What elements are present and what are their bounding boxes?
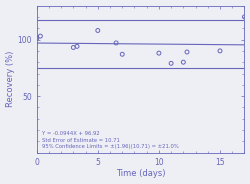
Point (185, 51, 189, 54)
Point (120, 53, 124, 56)
Point (114, 41, 118, 44)
Point (96, 29, 100, 32)
Point (181, 61, 185, 64)
X-axis label: Time (days): Time (days) (116, 169, 165, 178)
Point (246, 40, 250, 43)
Point (218, 49, 222, 52)
Point (35, 37, 39, 40)
Point (157, 52, 161, 55)
Point (242, 15, 246, 18)
Point (38, 35, 42, 38)
Point (71, 46, 75, 49)
Y-axis label: Recovery (%): Recovery (%) (6, 51, 15, 107)
Text: Y = -0.0944X + 96.92
Std Error of Estimate = 10.71
95% Confidence Limits = ±(1.9: Y = -0.0944X + 96.92 Std Error of Estima… (42, 131, 178, 149)
Point (169, 62, 173, 65)
Point (75, 45, 79, 48)
